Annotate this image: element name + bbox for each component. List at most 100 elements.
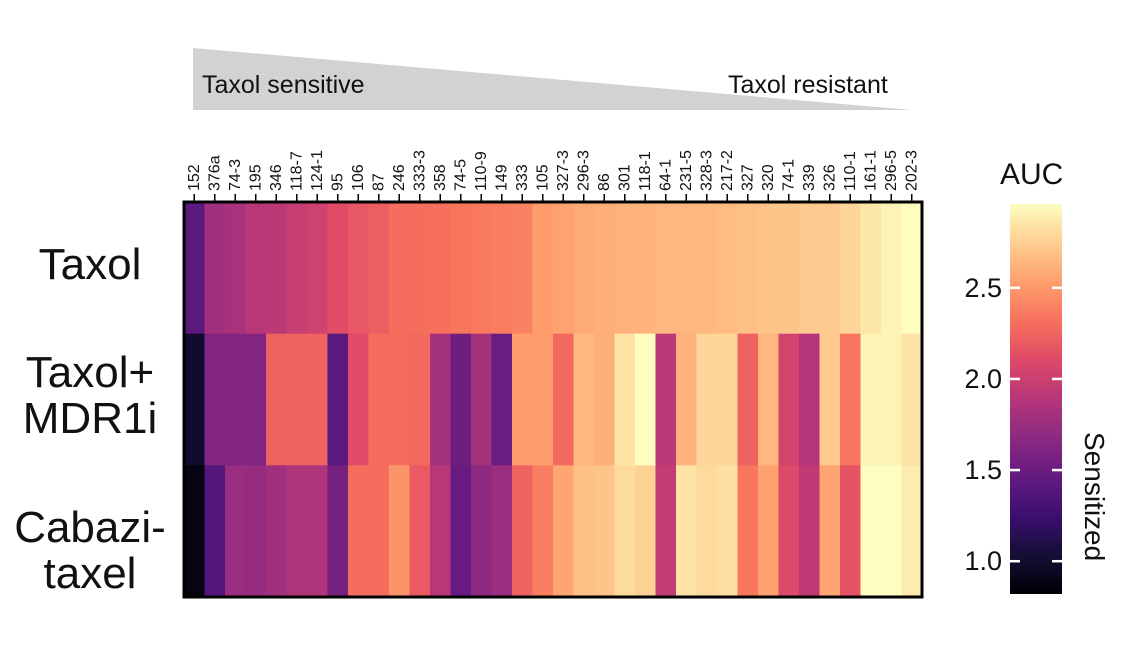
heatmap-cell [717, 333, 739, 466]
heatmap-cell [430, 465, 452, 598]
column-label: 333 [514, 164, 531, 191]
column-label: 161-1 [862, 150, 879, 191]
heatmap-cell [778, 333, 800, 466]
heatmap-cell [491, 202, 513, 335]
heatmap-cell [389, 465, 411, 598]
heatmap-cell [778, 465, 800, 598]
heatmap-cell [307, 333, 329, 466]
heatmap-cell [348, 465, 370, 598]
heatmap-cell [430, 333, 452, 466]
heatmap-cell [717, 202, 739, 335]
column-label: 149 [493, 164, 510, 191]
heatmap-cell [676, 202, 698, 335]
column-label: 320 [760, 164, 777, 191]
column-label: 301 [616, 164, 633, 191]
heatmap-cell [737, 333, 759, 466]
heatmap-cell [389, 202, 411, 335]
gradient-triangle [193, 48, 912, 110]
heatmap-cell [573, 465, 595, 598]
column-label: 118-1 [637, 151, 654, 191]
colorbar [1010, 204, 1062, 594]
column-label: 110-9 [473, 151, 490, 191]
heatmap-cell [266, 333, 288, 466]
column-label: 217-2 [719, 150, 736, 191]
colorbar-title: AUC [1000, 158, 1064, 191]
column-label: 110-1 [842, 151, 859, 191]
column-label: 376a [206, 155, 223, 191]
heatmap-cell [348, 202, 370, 335]
heatmap-cell [450, 465, 472, 598]
heatmap-cell [225, 202, 247, 335]
heatmap-cell [778, 202, 800, 335]
column-label: 106 [350, 164, 367, 191]
heatmap-cell [532, 333, 554, 466]
row-label-taxol-mdr1i: Taxol+ MDR1i [22, 348, 158, 443]
heatmap-cell [553, 202, 575, 335]
heatmap-cell [327, 333, 349, 466]
column-label: 326 [821, 164, 838, 191]
heatmap-cell [184, 202, 206, 335]
column-label: 87 [370, 173, 387, 191]
heatmap-cell [840, 465, 862, 598]
heatmap-cell [696, 333, 718, 466]
heatmap-cell [799, 465, 821, 598]
heatmap-cell [655, 333, 677, 466]
heatmap-cell [573, 333, 595, 466]
heatmap-cell [655, 202, 677, 335]
heatmap-cell [389, 333, 411, 466]
heatmap-cell [491, 333, 513, 466]
column-label: 195 [247, 164, 264, 191]
heatmap-cell [737, 202, 759, 335]
heatmap-cell [184, 465, 206, 598]
heatmap-cell [676, 333, 698, 466]
heatmap-cell [614, 333, 636, 466]
column-label: 339 [801, 164, 818, 191]
heatmap-cell [409, 333, 431, 466]
heatmap-cell [307, 465, 329, 598]
column-label: 346 [268, 164, 285, 191]
heatmap-cell [266, 465, 288, 598]
heatmap-cell [553, 333, 575, 466]
heatmap-cell [327, 465, 349, 598]
column-label: 296-3 [575, 150, 592, 191]
heatmap-cell [614, 202, 636, 335]
heatmap-cell [286, 202, 308, 335]
heatmap-cell [737, 465, 759, 598]
heatmap-cell [840, 333, 862, 466]
heatmap-cell [758, 465, 780, 598]
heatmap-cell [860, 202, 882, 335]
column-label: 64-1 [657, 159, 674, 191]
column-label: 86 [596, 173, 613, 191]
row-label-cabazitaxel: Cabazi- taxel [14, 503, 166, 598]
column-label: 296-5 [883, 150, 900, 191]
heatmap-cell [286, 465, 308, 598]
heatmap-cell [184, 333, 206, 466]
heatmap-cell [450, 202, 472, 335]
heatmap-cell [696, 465, 718, 598]
heatmap-cell [635, 202, 657, 335]
heatmap-cell [553, 465, 575, 598]
column-label: 152 [186, 164, 203, 191]
heatmap-cell [286, 333, 308, 466]
column-label: 327-3 [555, 150, 572, 191]
column-label: 118-7 [288, 151, 305, 191]
heatmap-cell [860, 465, 882, 598]
heatmap-cell [204, 465, 226, 598]
heatmap-cell [307, 202, 329, 335]
heatmap-cell [819, 465, 841, 598]
heatmap-cell [368, 333, 390, 466]
heatmap-cell [204, 202, 226, 335]
colorbar-tick-label: 2.5 [964, 273, 1002, 303]
taxol-resistant-label: Taxol resistant [728, 71, 888, 99]
heatmap-cell [758, 202, 780, 335]
column-label: 328-3 [698, 150, 715, 191]
column-label: 246 [391, 164, 408, 191]
heatmap-cell [840, 202, 862, 335]
heatmap-cell [471, 465, 493, 598]
heatmap-cell [676, 465, 698, 598]
heatmap-cell [696, 202, 718, 335]
column-label: 202-3 [903, 150, 920, 191]
heatmap-cell [594, 333, 616, 466]
heatmap-cell [245, 465, 267, 598]
